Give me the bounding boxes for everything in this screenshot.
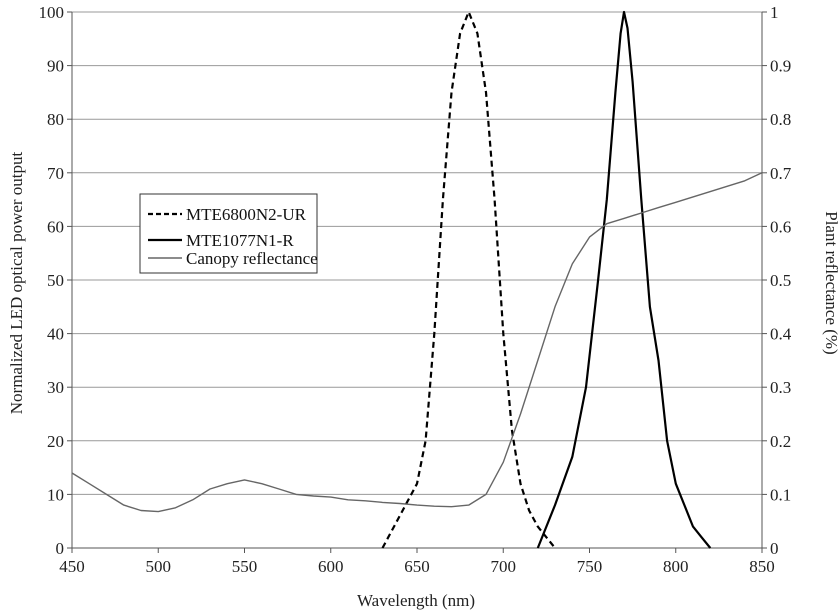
series-line-canopy-reflectance	[71, 172, 763, 513]
y-left-tick-label: 20	[47, 432, 64, 451]
series-line-mte6800n2-ur	[381, 10, 556, 549]
x-tick-label: 450	[59, 557, 85, 576]
axes	[67, 11, 767, 553]
y-right-tick-label: 0.2	[770, 432, 791, 451]
y-left-tick-label: 10	[47, 485, 64, 504]
x-tick-label: 800	[663, 557, 689, 576]
y-right-tick-label: 0.6	[770, 217, 791, 236]
y-right-tick-label: 1	[770, 3, 779, 22]
x-tick-label: 700	[491, 557, 517, 576]
y-right-tick-label: 0.1	[770, 485, 791, 504]
y-left-tick-label: 90	[47, 57, 64, 76]
x-tick-label: 850	[749, 557, 775, 576]
y-right-tick-label: 0.3	[770, 378, 791, 397]
y-left-tick-label: 40	[47, 325, 64, 344]
x-axis-title: Wavelength (nm)	[357, 591, 475, 610]
x-tick-label: 550	[232, 557, 258, 576]
y-right-tick-label: 0.9	[770, 57, 791, 76]
x-tick-label: 750	[577, 557, 603, 576]
legend: MTE6800N2-UR MTE1077N1-R Canopy reflecta…	[139, 193, 318, 274]
y-right-tick-label: 0.7	[770, 164, 792, 183]
y-axis-left-title: Normalized LED optical power output	[7, 151, 26, 414]
series-lines	[71, 10, 763, 549]
y-left-tick-label: 80	[47, 110, 64, 129]
y-left-tick-label: 100	[39, 3, 65, 22]
y-right-tick-label: 0.8	[770, 110, 791, 129]
y-left-tick-label: 70	[47, 164, 64, 183]
legend-label-canopy: Canopy reflectance	[186, 249, 318, 268]
legend-label-mte6800: MTE6800N2-UR	[186, 205, 307, 224]
y-left-tick-label: 60	[47, 217, 64, 236]
x-tick-label: 650	[404, 557, 430, 576]
x-tick-label: 500	[146, 557, 172, 576]
y-left-tick-label: 30	[47, 378, 64, 397]
y-right-tick-label: 0.5	[770, 271, 791, 290]
y-right-tick-label: 0	[770, 539, 779, 558]
x-tick-label: 600	[318, 557, 344, 576]
legend-box	[139, 193, 318, 274]
y-right-tick-label: 0.4	[770, 325, 792, 344]
y-left-tick-label: 50	[47, 271, 64, 290]
y-left-tick-label: 0	[56, 539, 65, 558]
tick-labels: 0 10 20 30 40 50 60 70 80 90 100 0 0.1 0.2 0.3 0.4 0.5 0.…	[39, 3, 792, 576]
legend-label-mte1077: MTE1077N1-R	[186, 231, 294, 250]
series-line-mte1077n1-r	[536, 10, 712, 549]
y-axis-right-title: Plant reflectance (%)	[822, 211, 838, 354]
